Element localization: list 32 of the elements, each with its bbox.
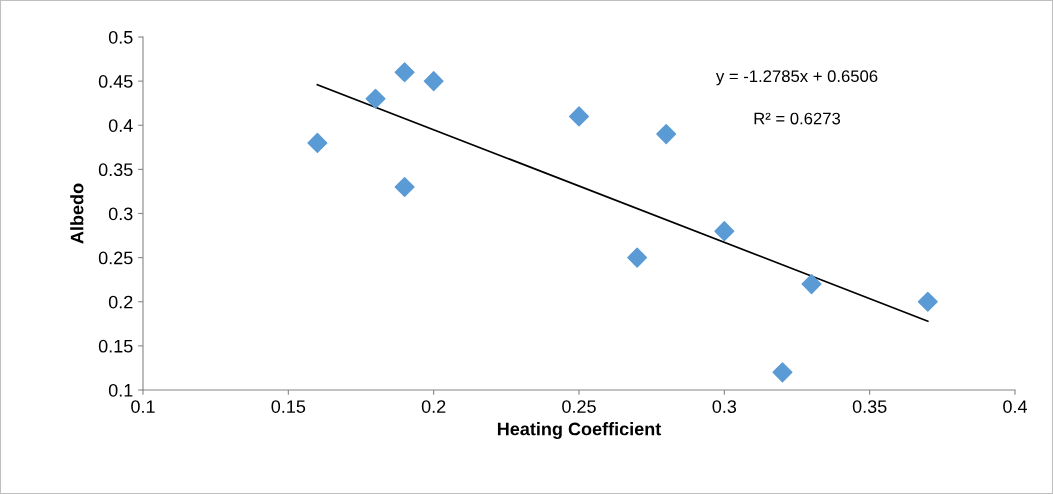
y-tick-label: 0.4 (108, 119, 133, 132)
x-tick-label: 0.1 (131, 400, 155, 413)
point (307, 132, 328, 153)
annotation: y = -1.2785x + 0.6506 (715, 70, 878, 86)
annotation: R² = 0.6273 (754, 112, 841, 125)
y-tick-label: 0.25 (98, 251, 133, 265)
x-tick-label: 0.4 (1003, 400, 1028, 413)
x-tick-label: 0.2 (421, 400, 446, 413)
x-tick-label: 0.25 (562, 400, 596, 413)
x-tick-label: 0.15 (271, 400, 306, 413)
y-tick-label: 0.5 (108, 30, 133, 44)
point (365, 88, 386, 109)
x-axis-title: Heating Coefficient (497, 422, 662, 440)
x-tick-label: 0.35 (852, 400, 887, 413)
point (627, 247, 648, 268)
y-tick-label: 0.45 (98, 75, 133, 88)
point (656, 124, 677, 145)
y-tick-label: 0.15 (98, 339, 133, 353)
y-tick-label: 0.2 (108, 295, 133, 309)
point (772, 362, 793, 383)
point (394, 62, 415, 83)
y-tick-label: 0.3 (108, 207, 133, 221)
point (423, 71, 444, 92)
x-tick-label: 0.3 (712, 400, 737, 413)
point (801, 274, 822, 295)
point (714, 221, 735, 242)
y-tick-label: 0.1 (108, 383, 133, 397)
y-tick-label: 0.35 (98, 163, 133, 177)
y-axis-title: Albedo (70, 183, 84, 244)
point (568, 106, 590, 127)
point (394, 177, 415, 198)
point (917, 291, 938, 312)
